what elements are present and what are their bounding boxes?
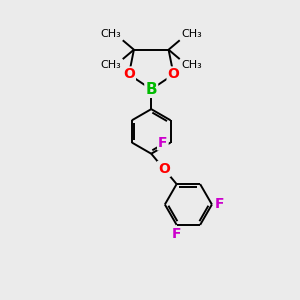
Text: CH₃: CH₃ [181,60,202,70]
Text: CH₃: CH₃ [101,60,122,70]
Text: F: F [158,136,168,150]
Text: B: B [146,82,157,97]
Text: CH₃: CH₃ [101,29,122,39]
Text: O: O [158,162,170,176]
Text: O: O [123,68,135,82]
Text: CH₃: CH₃ [181,29,202,39]
Text: F: F [172,227,182,241]
Text: F: F [215,197,224,212]
Text: O: O [168,68,179,82]
